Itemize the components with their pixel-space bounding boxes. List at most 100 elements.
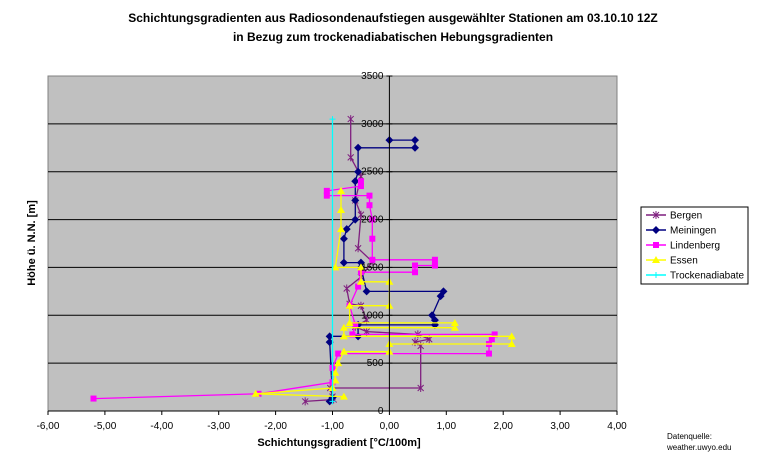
data-point-essen (507, 332, 516, 340)
y-tick-label: 2500 (361, 167, 384, 178)
data-point-essen (339, 347, 348, 355)
x-tick-label: 0,00 (380, 421, 400, 432)
legend-label-trockenadiabate: Trockenadiabate (670, 271, 745, 282)
series-group (90, 115, 516, 406)
data-point-essen (339, 392, 348, 400)
x-tick-label: -2,00 (264, 421, 287, 432)
data-point-lindenberg (357, 183, 364, 190)
x-tick-label: -4,00 (150, 421, 173, 432)
legend-marker-lindenberg (653, 242, 659, 248)
data-point-trockenadiabate (329, 116, 336, 123)
data-point-meiningen (362, 287, 371, 296)
data-point-essen (337, 206, 346, 213)
data-point-lindenberg (323, 192, 330, 199)
data-point-trockenadiabate (329, 398, 336, 405)
data-point-essen (345, 318, 354, 326)
data-point-meiningen (339, 258, 348, 267)
x-tick-label: -1,00 (321, 421, 344, 432)
data-point-essen (337, 186, 346, 194)
data-point-essen (450, 318, 459, 326)
x-tick-label: -5,00 (94, 421, 117, 432)
data-point-meiningen (342, 225, 351, 234)
data-point-meiningen (356, 258, 365, 267)
data-point-meiningen (411, 143, 420, 152)
data-point-bergen (354, 244, 362, 253)
x-tick-label: 4,00 (607, 421, 627, 432)
data-point-essen (331, 368, 340, 376)
data-point-lindenberg (335, 350, 342, 357)
chart-title-line-1: Schichtungsgradienten aus Radiosondenauf… (128, 11, 657, 25)
data-point-meiningen (325, 338, 334, 347)
data-point-lindenberg (352, 321, 359, 328)
legend-marker-bergen (652, 211, 660, 219)
data-point-essen (450, 323, 459, 331)
legend-marker-essen (652, 256, 660, 263)
data-point-meiningen (351, 215, 360, 224)
data-point-lindenberg (488, 336, 495, 343)
data-point-lindenberg (355, 283, 362, 290)
data-point-lindenberg (412, 262, 419, 269)
data-point-lindenberg (357, 178, 364, 185)
data-point-essen (251, 389, 260, 397)
data-point-bergen (301, 397, 309, 406)
data-point-lindenberg (485, 350, 492, 357)
data-point-essen (331, 376, 340, 384)
data-point-meiningen (325, 332, 334, 341)
data-point-meiningen (411, 136, 420, 145)
data-point-meiningen (354, 167, 363, 176)
data-point-lindenberg (90, 395, 97, 402)
data-point-lindenberg (431, 262, 438, 269)
y-tick-label: 1500 (361, 262, 384, 273)
data-point-meiningen (351, 196, 360, 205)
data-point-bergen (417, 384, 425, 393)
series-trockenadiabate (329, 116, 336, 405)
legend: Bergen Meiningen Lindenberg Essen Trockenadi… (640, 206, 749, 285)
axes: 0500100015002000250030003500-6,00-5,00-4… (37, 71, 628, 432)
data-point-essen (331, 263, 340, 271)
x-tick-label: 3,00 (550, 421, 570, 432)
y-tick-label: 500 (367, 358, 384, 369)
data-point-bergen (347, 115, 355, 124)
source-note-line-2: weather.uwyo.edu (666, 443, 732, 452)
data-point-essen (339, 332, 348, 340)
data-point-lindenberg (366, 192, 373, 199)
legend-marker-meiningen (652, 226, 660, 234)
x-tick-label: 1,00 (437, 421, 457, 432)
data-point-lindenberg (412, 269, 419, 276)
data-point-essen (339, 323, 348, 331)
data-point-lindenberg (369, 216, 376, 223)
data-point-meiningen (339, 234, 348, 243)
legend-label-lindenberg: Lindenberg (670, 241, 720, 252)
legend-label-bergen: Bergen (670, 211, 702, 222)
y-tick-label: 3500 (361, 71, 384, 82)
data-point-essen (507, 340, 516, 347)
data-point-lindenberg (431, 256, 438, 263)
data-point-bergen (347, 153, 355, 162)
x-axis-label: Schichtungsgradient [°C/100m] (257, 437, 421, 449)
data-point-essen (356, 263, 365, 271)
data-point-lindenberg (349, 331, 356, 338)
legend-marker-trockenadiabate (653, 272, 659, 278)
data-point-lindenberg (491, 331, 498, 338)
data-point-meiningen (354, 143, 363, 152)
data-point-lindenberg (369, 235, 376, 242)
y-tick-label: 2000 (361, 215, 384, 226)
data-point-bergen (357, 210, 365, 219)
y-tick-label: 3000 (361, 119, 384, 130)
data-point-lindenberg (369, 256, 376, 263)
data-point-meiningen (351, 177, 360, 186)
data-point-essen (334, 359, 343, 367)
data-point-essen (356, 277, 365, 285)
source-note-line-1: Datenquelle: (667, 432, 712, 441)
x-tick-label: -6,00 (37, 421, 60, 432)
y-tick-label: 1000 (361, 310, 384, 321)
legend-label-meiningen: Meiningen (670, 226, 716, 237)
data-point-essen (337, 225, 346, 233)
data-point-meiningen (428, 311, 437, 320)
x-tick-label: -3,00 (207, 421, 230, 432)
data-point-bergen (343, 284, 351, 293)
data-point-lindenberg (323, 187, 330, 194)
data-point-meiningen (439, 287, 448, 296)
data-point-essen (345, 301, 354, 309)
